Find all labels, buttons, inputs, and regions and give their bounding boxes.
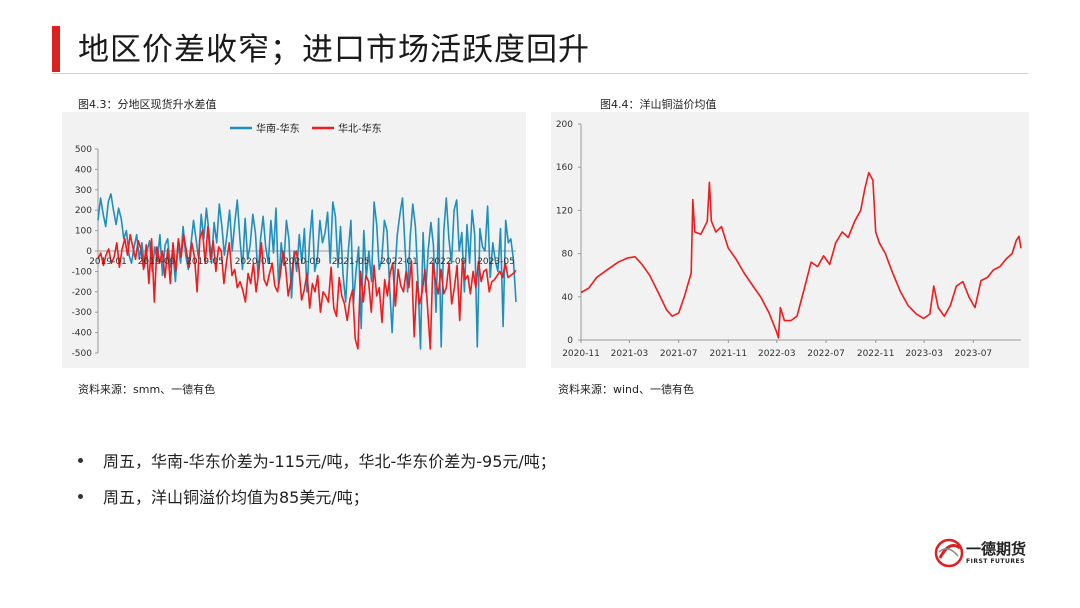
- series-line-south-east: [97, 193, 517, 350]
- left-figure-caption: 图4.3：分地区现货升水差值: [78, 98, 217, 111]
- y-tick-label: 100: [75, 227, 92, 237]
- logo-name: 一德期货: [966, 540, 1027, 558]
- title-divider: [52, 73, 1028, 74]
- series-line-yangshan-premium: [580, 171, 1022, 339]
- x-tick-label: 2021-07: [660, 349, 698, 359]
- x-tick-label: 2022-11: [857, 349, 895, 359]
- y-tick-label: -100: [72, 267, 93, 277]
- legend-label: 华南-华东: [256, 122, 300, 135]
- y-tick-label: 200: [556, 120, 573, 130]
- x-tick-label: 2022-07: [807, 349, 845, 359]
- left-chart-svg: 500 400 300 200 100 0 -100 -200 -300 -400 -500 2019…: [72, 122, 517, 359]
- x-tick-label: 2021-05: [332, 257, 370, 267]
- bullet-list: 周五，华南-华东价差为-115元/吨，华北-华东价差为-95元/吨； 周五，洋山…: [78, 448, 556, 520]
- y-tick-label: 0: [567, 336, 573, 346]
- y-tick-label: 80: [562, 250, 574, 260]
- right-chart-svg: 200 160 120 80 40 0 2020-11 2021-03 2021-07 2021-…: [556, 120, 1022, 359]
- y-tick-label: 400: [75, 165, 92, 175]
- x-tick-label: 2020-11: [562, 349, 600, 359]
- x-tick-label: 2023-05: [477, 257, 515, 267]
- y-tick-label: 200: [75, 206, 92, 216]
- y-tick-label: -200: [72, 288, 93, 298]
- x-tick-label: 2022-03: [758, 349, 796, 359]
- left-figure-source: 资料来源：smm、一德有色: [78, 383, 216, 396]
- bullet-dot: [78, 457, 83, 463]
- x-tick-label: 2022-09: [429, 257, 467, 267]
- logo-subtitle: FIRST FUTURES: [966, 558, 1025, 565]
- x-tick-label: 2022-01: [380, 257, 418, 267]
- title-accent-bar: [52, 26, 60, 72]
- right-figure-source: 资料来源：wind、一德有色: [558, 383, 695, 396]
- bullet-dot: [78, 493, 83, 499]
- logo-swirl-icon: [934, 538, 964, 568]
- x-tick-label: 2021-11: [710, 349, 748, 359]
- left-chart-area: 500 400 300 200 100 0 -100 -200 -300 -400 -500 2019…: [62, 112, 526, 368]
- x-tick-label: 2020-01: [235, 257, 273, 267]
- right-figure-caption: 图4.4：洋山铜溢价均值: [600, 98, 717, 111]
- x-tick-label: 2020-09: [283, 257, 321, 267]
- bullet-text: 周五，洋山铜溢价均值为85美元/吨；: [103, 488, 369, 507]
- x-tick-label: 2019-05: [186, 257, 224, 267]
- x-tick-label: 2019-01: [89, 257, 127, 267]
- y-tick-label: -500: [72, 349, 93, 359]
- y-tick-label: 0: [86, 247, 92, 257]
- y-tick-label: 160: [556, 163, 573, 173]
- x-tick-label: 2023-03: [905, 349, 943, 359]
- y-tick-label: 120: [556, 206, 573, 216]
- x-tick-label: 2023-07: [955, 349, 993, 359]
- legend-label: 华北-华东: [338, 122, 382, 135]
- x-tick-label: 2021-03: [611, 349, 649, 359]
- bullet-item: 周五，洋山铜溢价均值为85美元/吨；: [78, 484, 556, 508]
- y-tick-label: 500: [75, 145, 92, 155]
- bullet-item: 周五，华南-华东价差为-115元/吨，华北-华东价差为-95元/吨；: [78, 448, 556, 472]
- x-tick-label: 2019-09: [138, 257, 176, 267]
- page-title: 地区价差收窄；进口市场活跃度回升: [78, 32, 590, 68]
- y-tick-label: -400: [72, 329, 93, 339]
- bullet-text: 周五，华南-华东价差为-115元/吨，华北-华东价差为-95元/吨；: [103, 452, 556, 471]
- y-tick-label: 300: [75, 186, 92, 196]
- series-line-north-east: [97, 225, 517, 350]
- right-chart-area: 200 160 120 80 40 0 2020-11 2021-03 2021-07 2021-…: [551, 112, 1029, 368]
- company-logo: 一德期货 FIRST FUTURES: [934, 536, 1044, 576]
- y-tick-label: 40: [562, 293, 574, 303]
- y-tick-label: -300: [72, 308, 93, 318]
